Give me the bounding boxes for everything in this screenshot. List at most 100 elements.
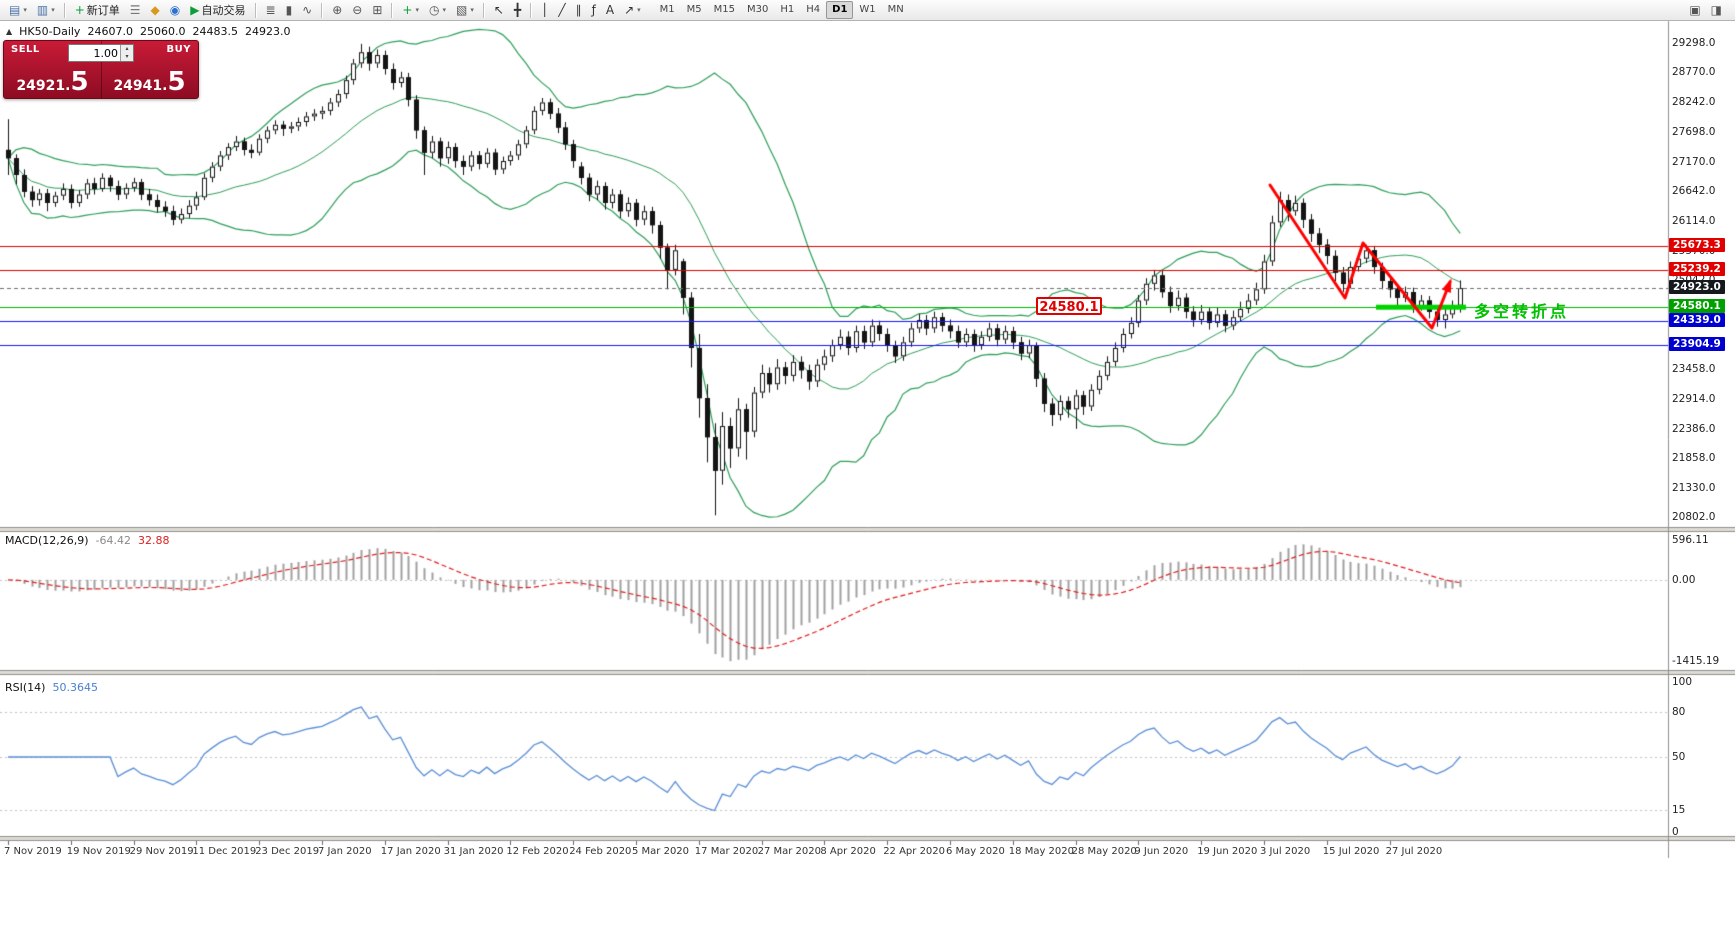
price-axis-label: 23458.0 bbox=[1672, 362, 1716, 375]
profiles-button[interactable]: ▥ ▾ bbox=[33, 1, 59, 20]
date-axis-label: 24 Feb 2020 bbox=[569, 846, 632, 857]
buy-button[interactable]: BUY 24941.5 bbox=[101, 41, 198, 98]
candlestick-mode-button[interactable]: ▮ bbox=[282, 1, 297, 20]
templates-button[interactable]: ▧ ▾ bbox=[452, 1, 478, 20]
macd-title: MACD(12,26,9) bbox=[5, 534, 89, 547]
timeframe-w1-button[interactable]: W1 bbox=[859, 4, 876, 15]
trendline-button[interactable]: ╱ bbox=[554, 1, 569, 20]
dropdown-arrow-icon: ▾ bbox=[470, 6, 474, 14]
timeframe-mn-button[interactable]: MN bbox=[887, 4, 904, 15]
more-options-button[interactable]: ◨ bbox=[1707, 1, 1726, 20]
date-axis-label: 11 Dec 2019 bbox=[192, 846, 257, 857]
ohlc-open: 24607.0 bbox=[87, 25, 133, 38]
fibonacci-icon: ƒ bbox=[591, 3, 596, 17]
zoom-in-button[interactable]: ⊕ bbox=[328, 1, 346, 20]
cursor-button[interactable]: ↖ bbox=[490, 1, 508, 20]
templates-icon: ▧ bbox=[456, 3, 468, 17]
price-axis-label: 22914.0 bbox=[1672, 393, 1716, 406]
buy-label: BUY bbox=[166, 44, 191, 55]
autotrading-button[interactable]: ▶ 自动交易 bbox=[186, 1, 249, 20]
toolbar-right-group: ▣ ◨ bbox=[1684, 1, 1727, 20]
price-axis-label: 27698.0 bbox=[1672, 126, 1716, 139]
date-axis-label: 9 Jun 2020 bbox=[1134, 846, 1189, 857]
channel-button[interactable]: ∥ bbox=[572, 1, 586, 20]
price-level-tag: 25673.3 bbox=[1669, 238, 1725, 253]
toolbar-separator bbox=[254, 2, 257, 18]
timeframe-m15-button[interactable]: M15 bbox=[713, 4, 736, 15]
macd-value-main: -64.42 bbox=[95, 534, 132, 547]
crosshair-icon: ╋ bbox=[513, 3, 522, 17]
line-chart-mode-button[interactable]: ∿ bbox=[298, 1, 316, 20]
chart-window-button[interactable]: ▣ bbox=[1685, 1, 1704, 20]
periods-button[interactable]: ◷ ▾ bbox=[425, 1, 450, 20]
indicators-button[interactable]: + ▾ bbox=[398, 1, 423, 20]
line-chart-mode-icon: ∿ bbox=[302, 3, 313, 17]
date-axis-label: 5 Mar 2020 bbox=[632, 846, 690, 857]
toolbar-separator bbox=[63, 2, 66, 18]
community-button[interactable]: ◉ bbox=[166, 1, 184, 20]
toolbar-separator bbox=[391, 2, 394, 18]
zoom-in-icon: ⊕ bbox=[332, 3, 343, 17]
date-axis-label: 19 Jun 2020 bbox=[1197, 846, 1258, 857]
chart-window-icon: ▣ bbox=[1689, 3, 1701, 17]
timeframe-h1-button[interactable]: H1 bbox=[780, 4, 795, 15]
community-icon: ◉ bbox=[169, 3, 181, 17]
market-depth-button[interactable]: ☰ bbox=[126, 1, 145, 20]
macd-value-signal: 32.88 bbox=[138, 534, 170, 547]
date-axis-label: 27 Jul 2020 bbox=[1385, 846, 1443, 857]
timeframe-m5-button[interactable]: M5 bbox=[686, 4, 702, 15]
price-axis-label: 21330.0 bbox=[1672, 481, 1716, 494]
alerts-button[interactable]: ◆ bbox=[147, 1, 164, 20]
date-axis-label: 28 May 2020 bbox=[1071, 846, 1137, 857]
panel-collapse-icon[interactable]: ▲ bbox=[6, 27, 13, 36]
timeframe-m30-button[interactable]: M30 bbox=[747, 4, 769, 15]
timeframe-h4-button[interactable]: H4 bbox=[806, 4, 821, 15]
text-tool-button[interactable]: A bbox=[602, 1, 618, 20]
fibonacci-button[interactable]: ƒ bbox=[588, 1, 600, 20]
rsi-axis-label: 15 bbox=[1672, 803, 1686, 816]
new-order-button[interactable]: + 新订单 bbox=[71, 1, 124, 20]
date-axis-label: 12 Feb 2020 bbox=[506, 846, 569, 857]
date-axis-label: 7 Jan 2020 bbox=[318, 846, 372, 857]
arrows-tool-button[interactable]: ↗ ▾ bbox=[620, 1, 645, 20]
timeframe-d1-button[interactable]: D1 bbox=[826, 1, 854, 19]
rsi-value: 50.3645 bbox=[52, 681, 98, 694]
volume-box: ▴ ▾ bbox=[68, 44, 134, 62]
text-tool-icon: A bbox=[605, 3, 615, 17]
new-chart-button[interactable]: ▤ ▾ bbox=[5, 1, 31, 20]
bar-chart-mode-button[interactable]: ≣ bbox=[262, 1, 280, 20]
more-options-icon: ◨ bbox=[1710, 3, 1722, 17]
sell-price: 24921.5 bbox=[16, 67, 89, 97]
sell-button[interactable]: SELL 24921.5 bbox=[4, 41, 102, 98]
ohlc-high: 25060.0 bbox=[139, 25, 186, 38]
vertical-line-button[interactable]: │ bbox=[537, 1, 552, 20]
crosshair-button[interactable]: ╋ bbox=[510, 1, 525, 20]
rsi-title: RSI(14) bbox=[5, 681, 46, 694]
toolbar-separator bbox=[482, 2, 485, 18]
volume-down-button[interactable]: ▾ bbox=[121, 53, 133, 61]
profiles-icon: ▥ bbox=[36, 3, 49, 17]
price-axis-label: 28770.0 bbox=[1672, 66, 1716, 79]
date-axis-label: 3 Jul 2020 bbox=[1260, 846, 1311, 857]
zoom-out-button[interactable]: ⊖ bbox=[348, 1, 366, 20]
symbol-title: HK50-Daily bbox=[19, 25, 81, 38]
turning-point-label[interactable]: 多空转折点 bbox=[1474, 302, 1570, 321]
tile-windows-button[interactable]: ⊞ bbox=[368, 1, 386, 20]
autotrading-label: 自动交易 bbox=[201, 4, 246, 17]
date-axis-label: 18 May 2020 bbox=[1008, 846, 1075, 857]
date-axis-label: 17 Jan 2020 bbox=[380, 846, 441, 857]
price-axis-label: 21858.0 bbox=[1672, 452, 1716, 465]
volume-input[interactable] bbox=[69, 45, 120, 61]
price-annotation-label[interactable]: 24580.1 bbox=[1036, 297, 1102, 315]
arrows-tool-icon: ↗ bbox=[624, 3, 635, 17]
volume-up-button[interactable]: ▴ bbox=[121, 45, 133, 53]
timeframe-m1-button[interactable]: M1 bbox=[659, 4, 675, 15]
toolbar-separator bbox=[321, 2, 324, 18]
trendline-icon: ╱ bbox=[558, 3, 566, 17]
alerts-icon: ◆ bbox=[150, 3, 160, 17]
date-axis-label: 8 Apr 2020 bbox=[820, 846, 876, 857]
date-axis-label: 17 Mar 2020 bbox=[694, 846, 759, 857]
macd-axis-label: 596.11 bbox=[1672, 534, 1709, 546]
